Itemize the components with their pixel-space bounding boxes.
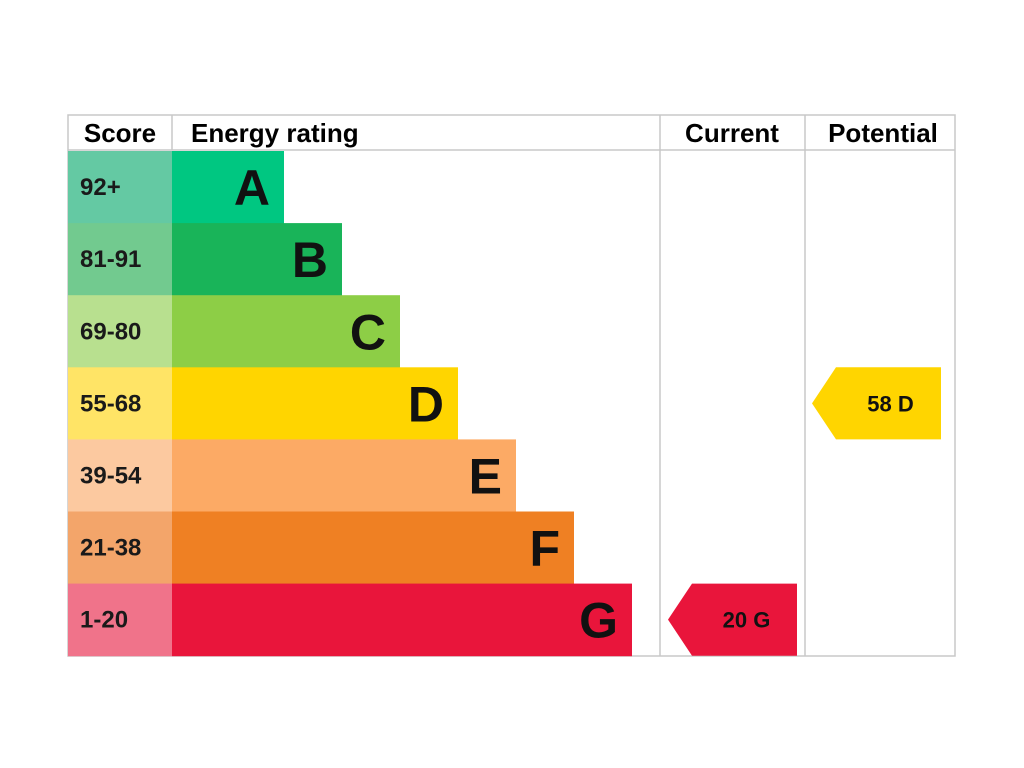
energy-rating-header: Energy rating (191, 118, 359, 148)
current-rating-arrow (668, 583, 797, 656)
band-bar-b (172, 223, 342, 296)
score-cell-b (68, 223, 172, 296)
score-range-f: 21-38 (80, 535, 141, 562)
header-row: Score Energy rating Current Potential (84, 118, 938, 148)
band-bar-a (172, 151, 284, 224)
score-range-g: 1-20 (80, 607, 128, 634)
rating-markers: 20 G 58 D (668, 367, 941, 656)
score-header: Score (84, 118, 156, 148)
band-letter-g: G (579, 593, 618, 649)
score-range-e: 39-54 (80, 462, 142, 489)
score-cell-a (68, 151, 172, 224)
current-rating-label: 20 G (723, 608, 771, 633)
band-letter-b: B (292, 232, 328, 288)
score-range-c: 69-80 (80, 318, 141, 345)
band-letter-e: E (469, 448, 502, 504)
score-range-b: 81-91 (80, 246, 141, 273)
band-letter-c: C (350, 304, 386, 360)
band-bar-g (172, 583, 632, 657)
score-cell-c (68, 295, 172, 368)
band-bar-e (172, 439, 516, 512)
score-cell-d (68, 367, 172, 440)
potential-rating-arrow (812, 367, 941, 440)
band-bar-f (172, 511, 574, 585)
score-cell-g (68, 583, 172, 657)
potential-rating-label: 58 D (867, 391, 913, 416)
score-range-d: 55-68 (80, 390, 141, 417)
potential-header: Potential (828, 118, 938, 148)
current-header: Current (685, 118, 779, 148)
band-letter-a: A (234, 160, 270, 216)
band-bar-c (172, 295, 400, 368)
score-cell-e (68, 439, 172, 512)
band-letter-d: D (408, 376, 444, 432)
band-letter-f: F (529, 521, 560, 577)
score-cell-f (68, 511, 172, 585)
rating-bands: 92+ A 81-91 B 69-80 C 55-68 D 39-54 E 21-38 F 1-20 G (68, 151, 632, 657)
score-range-a: 92+ (80, 174, 121, 201)
band-bar-d (172, 367, 458, 440)
